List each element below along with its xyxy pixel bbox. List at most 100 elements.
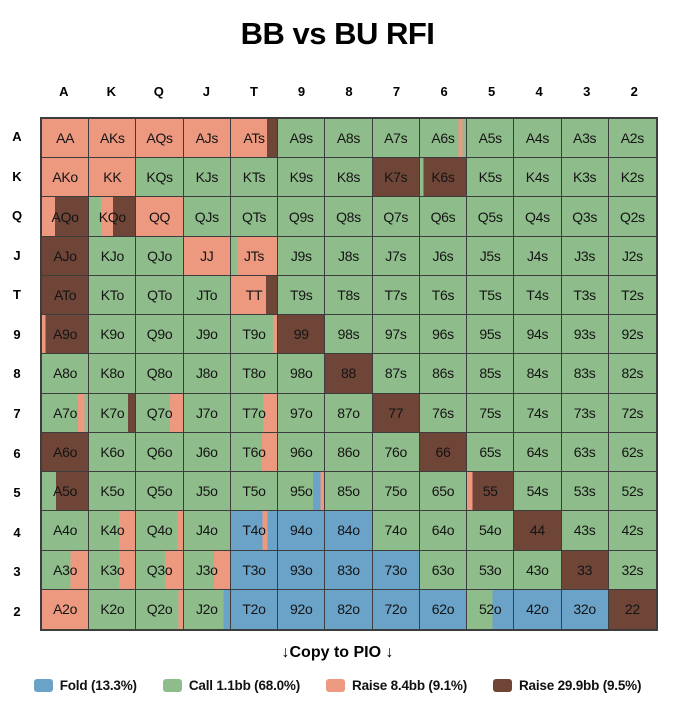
cell-label: K7s	[384, 169, 408, 186]
cell-76o: 76o	[372, 432, 420, 473]
cell-AKs: AKs	[89, 119, 137, 159]
cell-label: Q9o	[146, 326, 173, 343]
cell-K7o: K7o	[89, 393, 137, 433]
cell-label: 97o	[290, 404, 313, 421]
cell-label: 62s	[621, 443, 644, 460]
cell-42s: 42s	[608, 511, 656, 551]
cell-Q5o: Q5o	[136, 472, 184, 512]
cell-J4s: J4s	[514, 236, 562, 276]
cell-label: 92s	[621, 326, 644, 343]
cell-64o: 64o	[419, 511, 468, 551]
cell-KTs: KTs	[230, 158, 279, 198]
cell-label: KTs	[242, 169, 266, 186]
cell-Q2o: Q2o	[136, 589, 184, 629]
cell-K6o: K6o	[89, 432, 137, 473]
cell-K9o: K9o	[89, 315, 137, 355]
row-header-3: 3	[13, 564, 21, 580]
cell-label: 63o	[431, 561, 455, 578]
cell-label: J4o	[195, 522, 218, 539]
cell-label: A5o	[53, 483, 78, 500]
cell-label: K4s	[525, 169, 550, 186]
cell-K3s: K3s	[561, 158, 609, 198]
legend-label-fold: Fold (13.3%)	[59, 678, 137, 693]
cell-label: 62o	[431, 601, 455, 618]
cell-K3o: K3o	[89, 550, 137, 590]
legend-label-r8: Raise 8.4bb (9.1%)	[352, 678, 467, 693]
cell-A3o: A3o	[42, 550, 90, 590]
cell-T8s: T8s	[325, 275, 373, 316]
cell-label: J9o	[195, 326, 218, 343]
cell-label: 72o	[384, 601, 407, 618]
cell-label: KJo	[100, 247, 125, 264]
cell-JTo: JTo	[183, 275, 231, 316]
cell-J5o: J5o	[183, 472, 231, 512]
cell-label: J2s	[621, 247, 643, 264]
cell-66: 66	[419, 432, 468, 473]
cell-label: 87s	[384, 365, 407, 382]
cell-label: 74s	[526, 404, 549, 421]
cell-QTo: QTo	[136, 275, 184, 316]
cell-53o: 53o	[467, 550, 515, 590]
copy-to-pio-button[interactable]: ↓Copy to PIO ↓	[281, 644, 394, 661]
legend-label-r30: Raise 29.9bb (9.5%)	[519, 678, 642, 693]
cell-97o: 97o	[278, 393, 326, 433]
cell-label: Q7s	[383, 208, 409, 225]
cell-96s: 96s	[419, 315, 468, 355]
cell-76s: 76s	[419, 393, 468, 433]
cell-label: 44	[529, 522, 545, 539]
cell-T7s: T7s	[372, 275, 420, 316]
cell-label: Q5o	[146, 483, 173, 500]
cell-label: T9o	[242, 326, 266, 343]
cell-label: 86s	[432, 365, 454, 382]
cell-87o: 87o	[325, 393, 373, 433]
cell-label: J5o	[195, 483, 218, 500]
cell-Q9s: Q9s	[278, 197, 326, 237]
cell-label: K2s	[620, 169, 645, 186]
cell-label: AA	[56, 130, 75, 147]
cell-label: 74o	[384, 522, 407, 539]
cell-label: 73s	[573, 404, 596, 421]
cell-KTo: KTo	[89, 275, 137, 316]
cell-54s: 54s	[514, 472, 562, 512]
cell-K2s: K2s	[608, 158, 656, 198]
cell-QQ: QQ	[136, 197, 184, 237]
cell-label: 86o	[337, 443, 360, 460]
cell-Q8s: Q8s	[325, 197, 373, 237]
cell-KJo: KJo	[89, 236, 137, 276]
cell-K5o: K5o	[89, 472, 137, 512]
cell-label: 75o	[384, 483, 407, 500]
cell-62o: 62o	[419, 589, 468, 629]
cell-T7o: T7o	[230, 393, 279, 433]
row-header-2: 2	[13, 603, 21, 619]
cell-JTs: JTs	[230, 236, 279, 276]
cell-98s: 98s	[325, 315, 373, 355]
cell-label: T3o	[242, 561, 266, 578]
cell-label: Q2s	[619, 208, 645, 225]
cell-33: 33	[561, 550, 609, 590]
cell-ATo: ATo	[42, 275, 90, 316]
cell-82o: 82o	[325, 589, 373, 629]
cell-label: Q6s	[430, 208, 456, 225]
cell-label: 65s	[479, 443, 502, 460]
cell-label: 96s	[432, 326, 454, 343]
cell-K8o: K8o	[89, 354, 137, 394]
cell-label: 83o	[337, 561, 360, 578]
cell-92o: 92o	[278, 589, 326, 629]
cell-label: T4o	[242, 522, 266, 539]
cell-97s: 97s	[372, 315, 420, 355]
cell-Q3s: Q3s	[561, 197, 609, 237]
cell-label: 22	[624, 601, 640, 618]
cell-QTs: QTs	[230, 197, 279, 237]
cell-T9o: T9o	[230, 315, 279, 355]
column-header-T: T	[249, 83, 258, 99]
cell-label: Q6o	[146, 443, 173, 460]
range-matrix: AA AKs AQs AJs ATs A9s A8s A7s A6s A5s A4s A3s A2s AK…	[40, 117, 658, 631]
cell-label: Q2o	[146, 601, 173, 618]
cell-63s: 63s	[561, 432, 609, 473]
cell-A3s: A3s	[561, 119, 609, 159]
row-header-T: T	[13, 287, 21, 303]
cell-83o: 83o	[325, 550, 373, 590]
cell-A2s: A2s	[608, 119, 656, 159]
cell-A6o: A6o	[42, 432, 90, 473]
cell-label: 82s	[621, 365, 644, 382]
